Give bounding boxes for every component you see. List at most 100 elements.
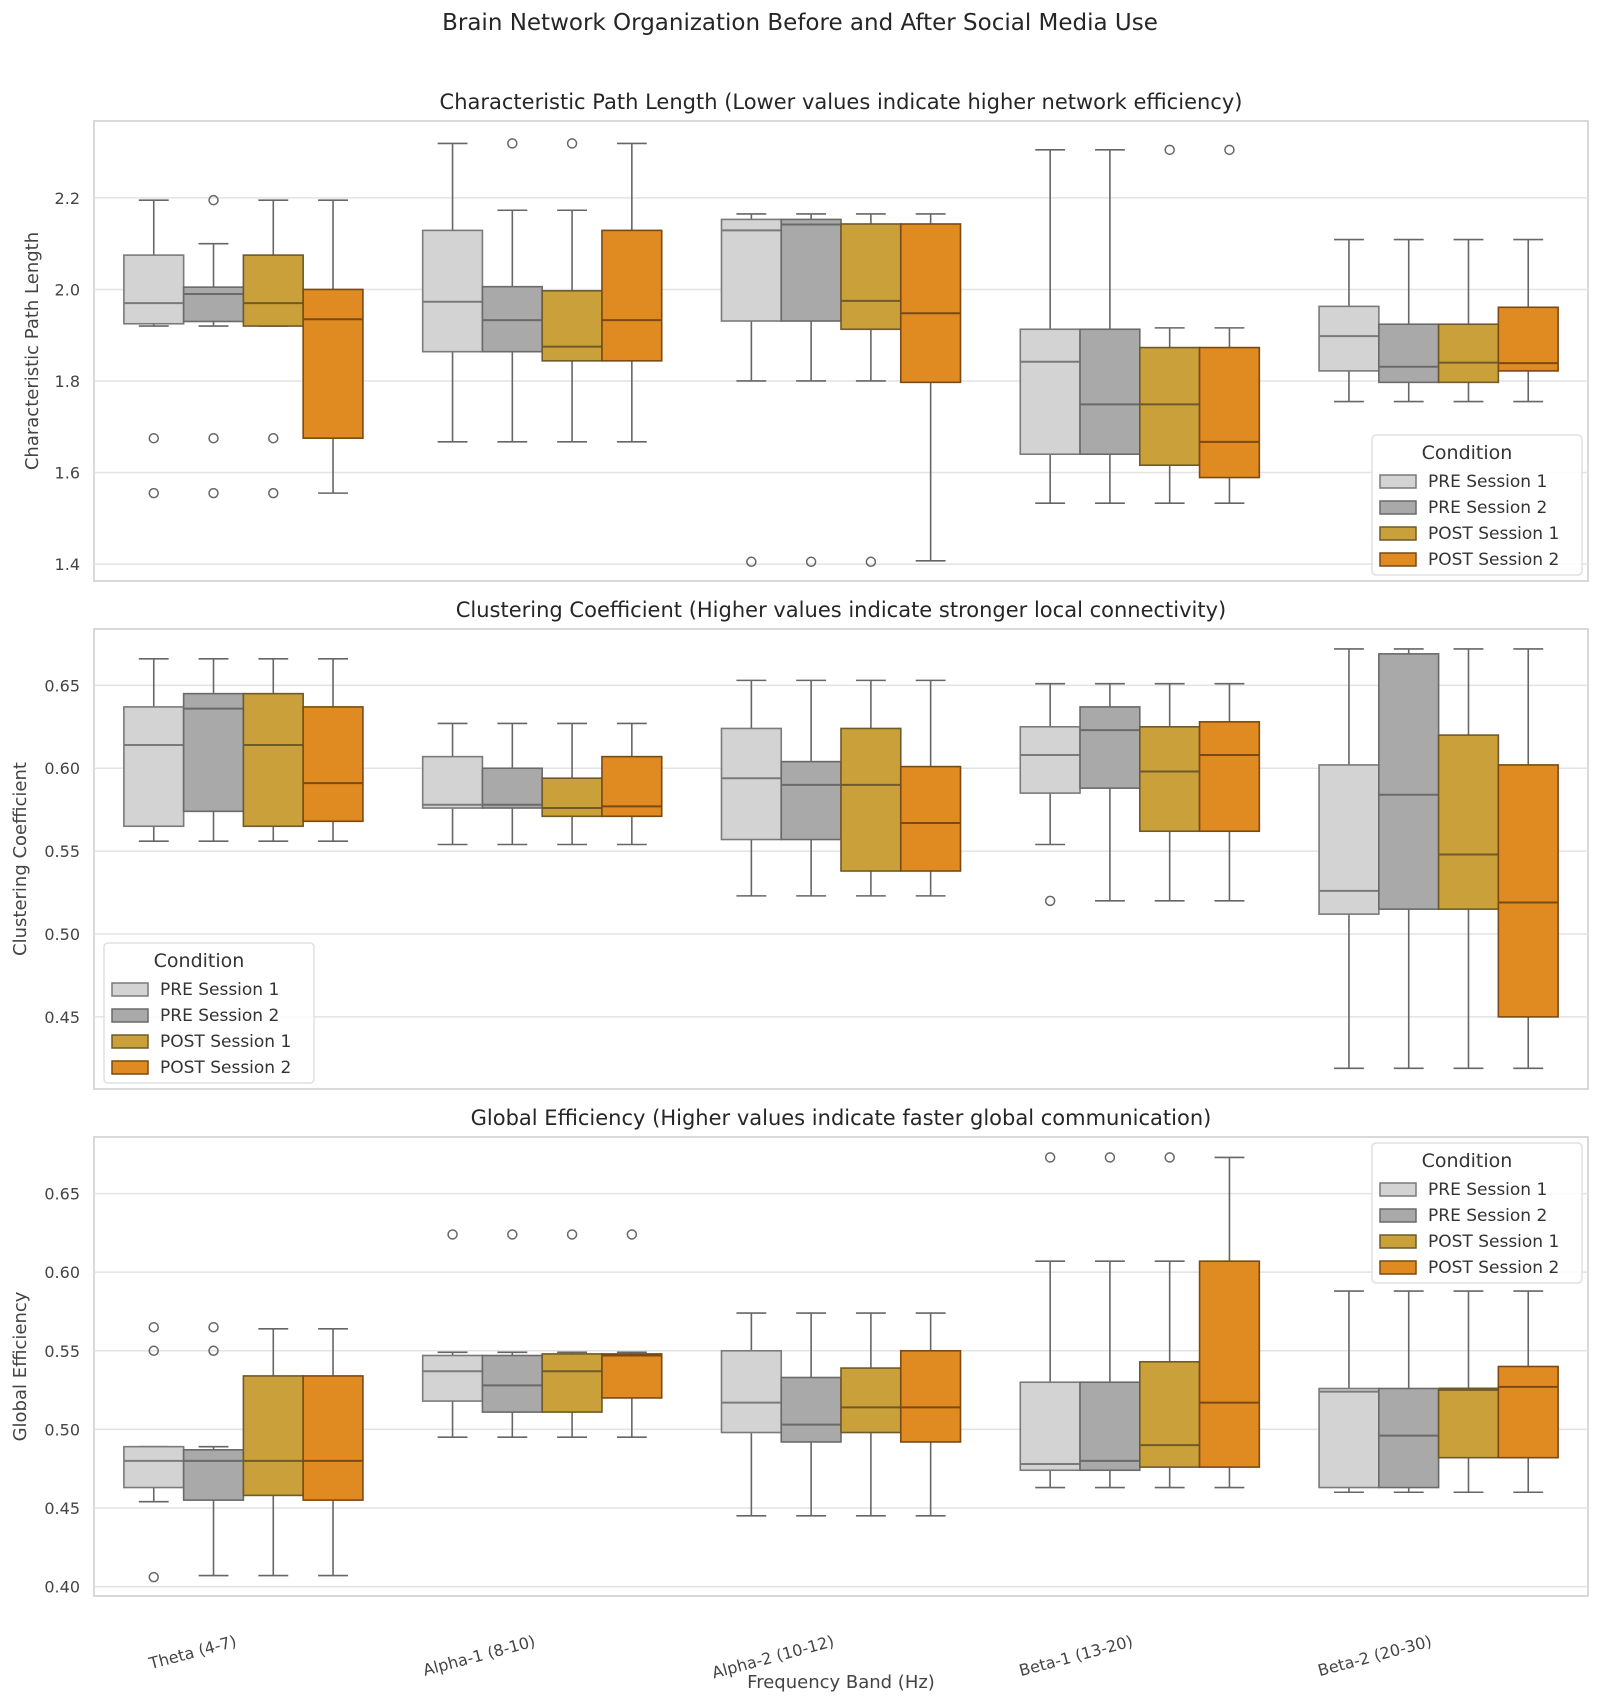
outlier-point	[148, 487, 160, 499]
box-beta-2-pre-session-1	[1318, 238, 1380, 403]
box-iqr	[780, 218, 842, 322]
legend-label: PRE Session 1	[160, 980, 279, 1000]
outlier-point	[1044, 895, 1056, 907]
box-alpha-1-pre-session-1	[421, 142, 484, 443]
box-alpha-2-post-session-2	[899, 679, 962, 897]
panel-title: Clustering Coefficient (Higher values in…	[456, 598, 1227, 622]
box-beta-2-post-session-2	[1497, 648, 1559, 1070]
box-beta-1-post-session-2	[1198, 144, 1261, 504]
y-tick-label: 1.4	[55, 555, 80, 574]
legend-swatch	[1379, 474, 1417, 489]
box-iqr	[1019, 1381, 1081, 1472]
legend-frame	[1371, 1142, 1583, 1284]
outlier-point	[208, 1321, 219, 1333]
box-theta-pre-session-1	[123, 658, 185, 842]
box-alpha-1-post-session-1	[541, 138, 603, 443]
legend-label: POST Session 2	[1428, 550, 1559, 570]
x-tick-label: Theta (4-7)	[146, 1632, 238, 1674]
box-iqr	[840, 727, 902, 872]
box-beta-2-pre-session-1	[1318, 648, 1380, 1070]
outlier-point	[148, 1345, 160, 1357]
box-alpha-1-pre-session-1	[421, 1229, 484, 1439]
box-iqr	[840, 1367, 902, 1434]
y-tick-label: 0.60	[44, 759, 80, 778]
box-beta-2-pre-session-1	[1318, 1290, 1380, 1494]
box-iqr	[1079, 328, 1141, 456]
box-alpha-1-pre-session-2	[481, 722, 544, 846]
legend-swatch	[1379, 1182, 1417, 1197]
box-alpha-1-pre-session-2	[481, 1229, 544, 1439]
box-iqr	[780, 1376, 842, 1443]
outlier-point	[208, 487, 219, 499]
box-iqr	[421, 1354, 484, 1402]
y-tick-label: 0.55	[44, 1342, 80, 1361]
legend: Condition PRE Session 1 PRE Session 2 POST …	[1371, 1142, 1583, 1284]
outlier-point	[746, 556, 757, 568]
legend: Condition PRE Session 1 PRE Session 2 POST …	[1371, 434, 1583, 576]
legend-label: PRE Session 2	[1428, 498, 1547, 518]
box-beta-2-pre-session-2	[1378, 238, 1440, 403]
box-iqr	[182, 286, 245, 323]
box-iqr	[1497, 1365, 1559, 1459]
box-iqr	[601, 1353, 663, 1399]
outlier-point	[208, 194, 219, 206]
box-iqr	[123, 254, 185, 325]
box-iqr	[541, 1353, 603, 1413]
box-beta-2-pre-session-2	[1378, 1290, 1440, 1494]
legend-swatch	[111, 982, 149, 997]
box-iqr	[481, 1354, 544, 1413]
y-tick-label: 1.6	[55, 464, 80, 483]
legend-title: Condition	[1422, 442, 1513, 464]
box-alpha-1-post-session-2	[601, 722, 663, 846]
legend-title: Condition	[154, 950, 245, 972]
box-alpha-1-post-session-2	[601, 1229, 663, 1439]
panel-title: Global Efficiency (Higher values indicat…	[471, 1106, 1212, 1130]
box-beta-1-post-session-1	[1139, 144, 1201, 504]
box-iqr	[242, 692, 304, 828]
y-axis-label: Clustering Coefficient	[10, 762, 31, 956]
box-iqr	[1079, 1381, 1141, 1472]
legend-label: POST Session 2	[1428, 1258, 1559, 1278]
box-iqr	[541, 777, 603, 818]
y-tick-label: 0.50	[44, 1420, 80, 1439]
box-beta-1-pre-session-1	[1019, 149, 1081, 504]
box-iqr	[1198, 721, 1261, 833]
legend-label: PRE Session 1	[1428, 472, 1547, 492]
box-iqr	[1497, 764, 1559, 1018]
x-tick-label: Alpha-1 (8-10)	[421, 1632, 537, 1680]
box-iqr	[1019, 726, 1081, 794]
outlier-point	[447, 1229, 458, 1240]
box-iqr	[1378, 323, 1440, 384]
box-beta-1-pre-session-2	[1079, 1152, 1141, 1489]
legend-label: POST Session 1	[160, 1032, 291, 1052]
box-iqr	[123, 1445, 185, 1489]
outlier-point	[148, 1321, 160, 1333]
legend-label: POST Session 1	[1428, 524, 1559, 544]
box-beta-1-post-session-2	[1198, 682, 1261, 902]
y-tick-label: 0.50	[44, 925, 80, 944]
legend-title: Condition	[1422, 1150, 1513, 1172]
box-iqr	[1318, 764, 1380, 915]
box-beta-2-post-session-1	[1437, 1290, 1500, 1494]
box-iqr	[1198, 346, 1261, 479]
panel-1: Characteristic Path Length (Lower values…	[22, 90, 1589, 582]
box-iqr	[1139, 1360, 1201, 1468]
box-alpha-1-pre-session-2	[481, 138, 544, 443]
box-alpha-1-post-session-1	[541, 722, 603, 846]
outlier-point	[1164, 1152, 1175, 1163]
box-alpha-2-pre-session-2	[780, 679, 842, 897]
box-theta-pre-session-1	[123, 199, 185, 499]
x-tick-label: Beta-2 (20-30)	[1316, 1632, 1434, 1681]
legend-label: POST Session 1	[1428, 1232, 1559, 1252]
y-tick-label: 1.8	[55, 372, 80, 391]
box-beta-1-pre-session-2	[1079, 682, 1141, 902]
panel-2: Clustering Coefficient (Higher values in…	[10, 598, 1589, 1090]
box-alpha-1-post-session-1	[541, 1229, 603, 1439]
y-tick-label: 0.45	[44, 1008, 80, 1027]
y-axis-label: Characteristic Path Length	[22, 232, 43, 470]
box-theta-post-session-1	[242, 199, 304, 499]
outlier-point	[268, 487, 279, 499]
box-beta-1-pre-session-2	[1079, 149, 1141, 504]
legend-swatch	[1379, 552, 1417, 567]
x-axis-label: Frequency Band (Hz)	[747, 1672, 935, 1693]
